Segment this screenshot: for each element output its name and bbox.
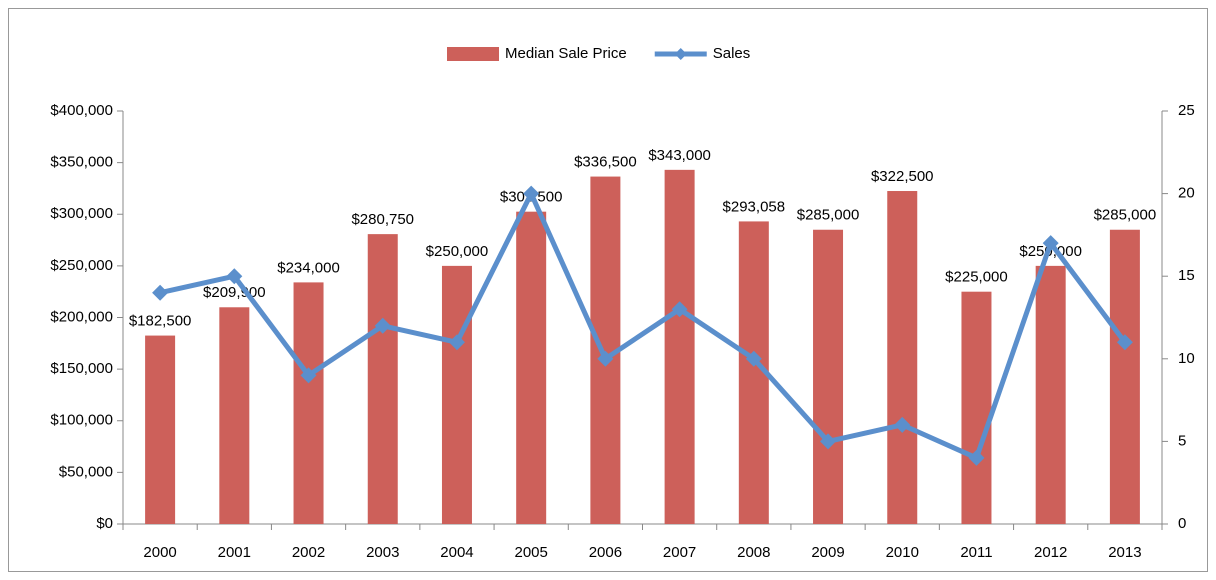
marker: [894, 416, 911, 433]
x-tick-label: 2008: [737, 544, 770, 561]
y-tick-label: $0: [96, 515, 113, 532]
bar: [145, 335, 176, 524]
bar: [1109, 229, 1140, 525]
x-tick-label: 2007: [663, 544, 696, 561]
x-tick-label: 2001: [218, 544, 251, 561]
bar: [441, 265, 472, 524]
bar: [664, 169, 695, 525]
marker: [448, 334, 465, 351]
data-label: $285,000: [797, 207, 860, 224]
x-tick-label: 2003: [366, 544, 399, 561]
data-label: $280,750: [351, 211, 414, 228]
bar: [367, 234, 398, 525]
marker: [820, 433, 837, 450]
data-label: $336,500: [574, 154, 637, 171]
marker: [374, 317, 391, 334]
y-tick-label: $350,000: [50, 154, 113, 171]
y-tick-label: $250,000: [50, 257, 113, 274]
y-tick-label: $200,000: [50, 308, 113, 325]
y-tick-label: $100,000: [50, 412, 113, 429]
y2-tick-label: 20: [1178, 185, 1195, 202]
bar: [887, 191, 918, 525]
x-tick-label: 2010: [886, 544, 919, 561]
y2-tick-label: 5: [1178, 432, 1186, 449]
bar: [516, 211, 547, 524]
data-label: $250,000: [1019, 243, 1082, 260]
y-tick-label: $300,000: [50, 205, 113, 222]
data-label: $293,058: [723, 198, 786, 215]
y2-tick-label: 15: [1178, 267, 1195, 284]
marker: [745, 350, 762, 367]
x-tick-label: 2002: [292, 544, 325, 561]
y-tick-label: $150,000: [50, 360, 113, 377]
x-tick-label: 2013: [1108, 544, 1141, 561]
data-label: $209,900: [203, 284, 266, 301]
x-tick-label: 2005: [514, 544, 547, 561]
data-label: $234,000: [277, 259, 340, 276]
bar: [219, 307, 250, 524]
data-label: $182,500: [129, 313, 192, 330]
data-label: $285,000: [1094, 207, 1157, 224]
bar: [1035, 265, 1066, 524]
data-label: $225,000: [945, 269, 1008, 286]
marker: [523, 185, 540, 202]
x-tick-label: 2000: [143, 544, 176, 561]
marker: [226, 268, 243, 285]
line: [159, 191, 1127, 461]
data-label: $322,500: [871, 168, 934, 185]
y-tick-label: $400,000: [50, 102, 113, 119]
x-tick-label: 2012: [1034, 544, 1067, 561]
marker: [968, 449, 985, 466]
marker: [671, 301, 688, 318]
marker: [597, 350, 614, 367]
y2-tick-label: 10: [1178, 350, 1195, 367]
x-tick-label: 2009: [811, 544, 844, 561]
y2-tick-label: 25: [1178, 102, 1195, 119]
marker: [1116, 334, 1133, 351]
data-label: $343,000: [648, 147, 711, 164]
legend-swatch: [447, 47, 499, 61]
y2-tick-label: 0: [1178, 515, 1186, 532]
legend-label: Sales: [713, 45, 751, 62]
x-tick-label: 2011: [960, 544, 992, 561]
x-tick-label: 2006: [589, 544, 622, 561]
bar: [293, 282, 324, 524]
marker: [300, 367, 317, 384]
marker: [1042, 235, 1059, 252]
bar: [961, 291, 992, 524]
data-label: $250,000: [426, 243, 489, 260]
marker: [152, 284, 169, 301]
x-tick-label: 2004: [440, 544, 473, 561]
legend-marker: [674, 48, 687, 60]
legend-label: Median Sale Price: [505, 45, 627, 62]
y-tick-label: $50,000: [59, 463, 113, 480]
bar: [813, 229, 844, 525]
